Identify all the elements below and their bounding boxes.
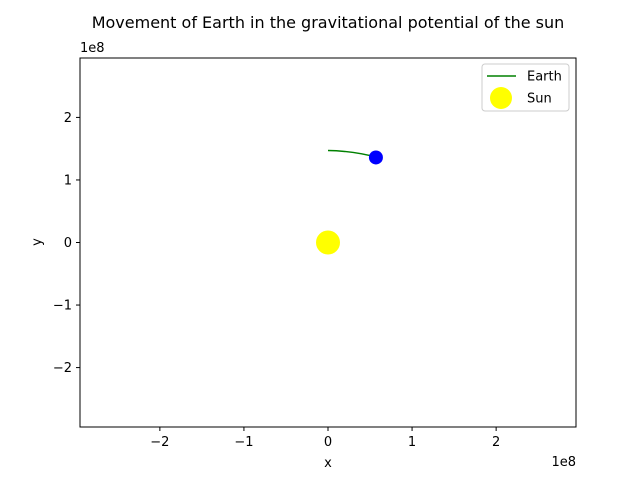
y-offset-label: 1e8 bbox=[80, 41, 105, 56]
y-tick-label: 0 bbox=[64, 236, 72, 251]
y-axis: −2 −1 0 1 2 bbox=[53, 111, 80, 376]
x-tick-label: 0 bbox=[324, 435, 332, 450]
y-tick-label: −2 bbox=[53, 361, 72, 376]
sun-marker bbox=[316, 230, 340, 255]
legend: Earth Sun bbox=[481, 63, 570, 112]
earth-marker bbox=[368, 150, 383, 165]
y-tick-label: 2 bbox=[64, 111, 72, 126]
y-tick-label: −1 bbox=[53, 299, 72, 314]
x-tick-label: −1 bbox=[234, 435, 253, 450]
y-tick-label: 1 bbox=[64, 173, 72, 188]
legend-sun-swatch bbox=[490, 87, 512, 109]
x-tick-label: −2 bbox=[150, 435, 169, 450]
x-offset-label: 1e8 bbox=[551, 455, 576, 470]
x-tick-label: 1 bbox=[408, 435, 416, 450]
x-axis-label: x bbox=[324, 456, 332, 471]
legend-sun-label: Sun bbox=[527, 92, 552, 107]
legend-earth-label: Earth bbox=[527, 70, 562, 85]
x-tick-label: 2 bbox=[492, 435, 500, 450]
chart-title: Movement of Earth in the gravitational p… bbox=[92, 13, 565, 32]
y-axis-label: y bbox=[30, 238, 45, 246]
plot-area bbox=[79, 57, 577, 428]
x-axis: −2 −1 0 1 2 bbox=[150, 427, 500, 450]
data-layer bbox=[316, 149, 383, 255]
